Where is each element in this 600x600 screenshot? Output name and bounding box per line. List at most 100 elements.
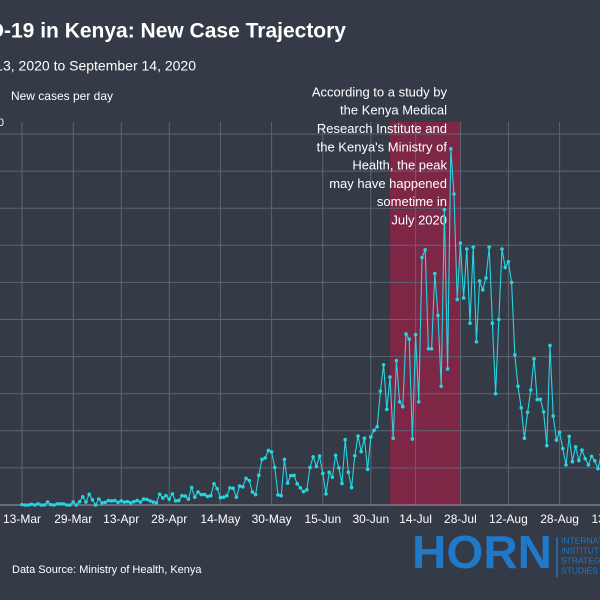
point — [253, 492, 258, 497]
logo-line: STUDIES — [561, 565, 598, 575]
point — [93, 503, 98, 507]
point — [154, 500, 159, 505]
point — [567, 434, 571, 439]
point — [589, 454, 594, 459]
point — [324, 492, 328, 496]
point — [305, 487, 309, 492]
point — [170, 492, 175, 496]
annotation: the Kenya's Ministry of — [317, 139, 448, 154]
point — [77, 499, 82, 504]
point — [45, 500, 50, 504]
point — [356, 434, 360, 438]
point — [493, 391, 498, 396]
y-tick-label: 1,000 — [0, 117, 4, 129]
point — [71, 500, 75, 504]
point — [215, 486, 219, 491]
point — [525, 410, 530, 415]
point — [39, 503, 43, 507]
point — [321, 471, 325, 476]
point — [151, 500, 155, 504]
point — [452, 192, 456, 196]
point — [116, 500, 120, 505]
point — [228, 486, 232, 490]
point — [471, 245, 476, 249]
point — [145, 497, 149, 502]
logo-line: INTERNATIONAL — [561, 535, 600, 545]
point — [436, 313, 440, 318]
point — [273, 465, 277, 470]
point — [33, 503, 37, 507]
point — [26, 503, 31, 507]
point — [333, 453, 338, 458]
point — [295, 482, 300, 486]
point — [596, 466, 600, 471]
point — [157, 492, 162, 497]
point — [359, 449, 364, 454]
point — [381, 362, 386, 367]
point — [292, 473, 296, 478]
point — [391, 436, 396, 441]
point — [564, 463, 568, 467]
point — [196, 490, 200, 494]
point — [404, 332, 408, 336]
point — [164, 493, 168, 498]
x-tick-label: 14-May — [200, 512, 240, 526]
point — [532, 357, 536, 361]
point — [298, 486, 303, 490]
point — [561, 446, 565, 451]
point — [353, 453, 357, 458]
point — [439, 384, 444, 389]
point — [490, 321, 495, 326]
point — [551, 414, 555, 418]
source: Data Source: Ministry of Health, Kenya — [12, 564, 202, 576]
logo-line: INSTITUTE FOR — [561, 545, 600, 555]
point — [541, 410, 546, 414]
point — [52, 503, 56, 507]
point — [506, 259, 511, 264]
point — [337, 466, 341, 470]
point — [410, 437, 415, 441]
point — [407, 337, 412, 341]
point — [487, 245, 492, 249]
point — [135, 498, 139, 503]
point — [474, 339, 479, 344]
point — [503, 265, 508, 270]
annotation: sometime in — [377, 194, 447, 209]
point — [250, 490, 255, 494]
point — [141, 497, 146, 501]
point — [205, 494, 210, 499]
point — [586, 463, 591, 467]
point — [500, 247, 504, 251]
point — [593, 459, 597, 463]
point — [58, 502, 63, 506]
point — [573, 444, 578, 449]
point — [423, 247, 428, 252]
point — [481, 288, 485, 292]
point — [125, 499, 130, 504]
point — [461, 296, 466, 300]
point — [497, 317, 501, 322]
point — [343, 437, 348, 442]
point — [113, 498, 117, 503]
point — [167, 497, 171, 501]
point — [401, 404, 405, 409]
point — [327, 470, 332, 475]
point — [189, 485, 194, 490]
point — [279, 493, 284, 498]
point — [301, 489, 306, 494]
point — [106, 498, 111, 503]
point — [417, 400, 421, 404]
point — [103, 500, 107, 505]
chart-subtitle: March 13, 2020 to September 14, 2020 — [0, 58, 196, 74]
point — [61, 502, 66, 506]
point — [385, 407, 389, 412]
point — [100, 500, 104, 505]
point — [445, 367, 450, 371]
point — [449, 147, 453, 151]
point — [42, 503, 47, 507]
point — [218, 495, 223, 500]
point — [177, 498, 181, 503]
point — [420, 255, 424, 260]
point — [132, 499, 136, 504]
